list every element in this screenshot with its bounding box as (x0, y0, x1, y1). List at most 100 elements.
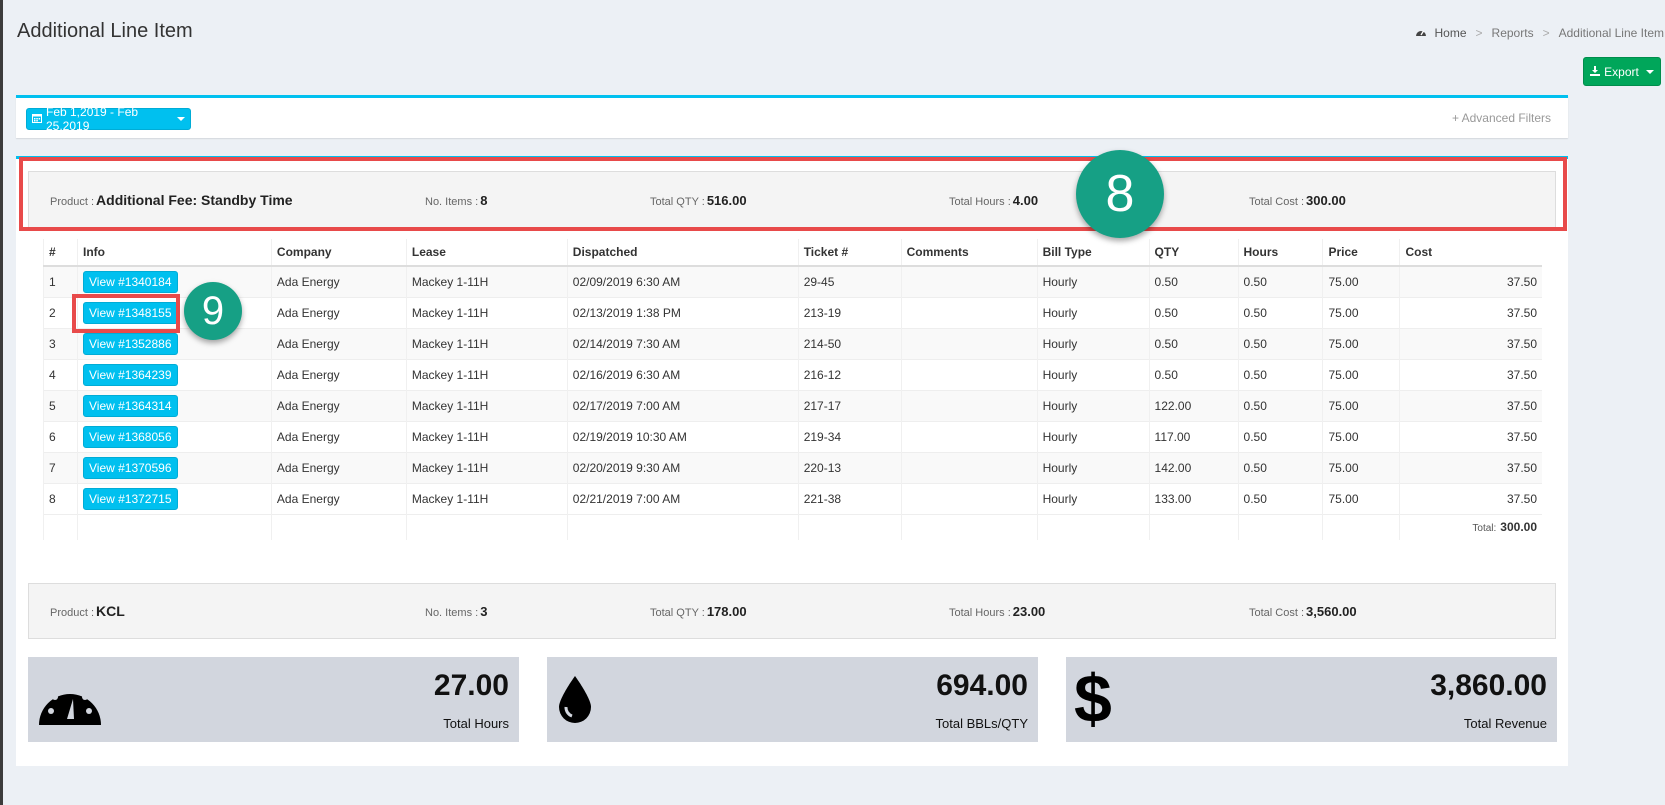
cell-lease: Mackey 1-11H (405, 482, 568, 514)
cell-info: View #1340184 (76, 265, 272, 297)
breadcrumb-reports[interactable]: Reports (1491, 26, 1534, 40)
cell-company: Ada Energy (270, 358, 407, 390)
col-header-ticket[interactable]: Ticket # (797, 239, 902, 267)
cell-company: Ada Energy (270, 420, 407, 452)
cell-comments (900, 296, 1038, 328)
col-header-company[interactable]: Company (270, 239, 407, 267)
stat-label: Total Hours (443, 716, 509, 731)
cell-n: 3 (43, 327, 78, 359)
col-header-qty[interactable]: QTY (1148, 239, 1239, 267)
cell-qty: 0.50 (1148, 265, 1239, 297)
cell-dispatched: 02/16/2019 6:30 AM (566, 358, 799, 390)
total-label: Total: (1472, 523, 1497, 535)
col-header-hours[interactable]: Hours (1237, 239, 1323, 267)
summary-qty: Total QTY : 516.00 (650, 193, 747, 208)
total-row-empty-cell (1036, 513, 1150, 540)
total-row-empty-cell (270, 513, 407, 540)
step-badge-8: 8 (1076, 150, 1164, 238)
total-row-empty-cell (1148, 513, 1239, 540)
view-ticket-button[interactable]: View #1364239 (82, 363, 178, 386)
view-ticket-button[interactable]: View #1368056 (82, 425, 178, 448)
view-ticket-button[interactable]: View #1372715 (82, 487, 178, 510)
cell-ticket: 217-17 (797, 389, 902, 421)
cell-cost: 37.50 (1399, 296, 1542, 328)
cell-qty: 133.00 (1148, 482, 1239, 514)
table-row: 7 View #1370596 Ada Energy Mackey 1-11H 02/2… (43, 451, 1542, 483)
cell-lease: Mackey 1-11H (405, 389, 568, 421)
col-header-dispatched[interactable]: Dispatched (566, 239, 799, 267)
cell-price: 75.00 (1322, 482, 1400, 514)
view-ticket-button[interactable]: View #1370596 (82, 456, 178, 479)
cell-n: 1 (43, 265, 78, 297)
hours-label: Total Hours : (949, 195, 1011, 208)
col-header-info[interactable]: Info (76, 239, 272, 267)
cell-dispatched: 02/14/2019 7:30 AM (566, 327, 799, 359)
col-header-comments[interactable]: Comments (900, 239, 1038, 267)
cell-comments (900, 389, 1038, 421)
download-icon (1590, 65, 1601, 79)
total-row-empty-cell (797, 513, 902, 540)
col-header-price[interactable]: Price (1322, 239, 1400, 267)
cell-n: 8 (43, 482, 78, 514)
cell-price: 75.00 (1322, 451, 1400, 483)
view-ticket-button[interactable]: View #1340184 (82, 270, 178, 293)
dashboard-icon (1415, 27, 1427, 40)
product-summary-standby: Product : Additional Fee: Standby Time N… (28, 171, 1556, 229)
date-range-button[interactable]: Feb 1,2019 - Feb 25,2019 (26, 105, 191, 133)
cell-company: Ada Energy (270, 327, 407, 359)
date-range-label: Feb 1,2019 - Feb 25,2019 (46, 105, 139, 133)
cell-info: View #1364239 (76, 358, 272, 390)
cell-info: View #1352886 (76, 327, 272, 359)
cell-hours: 0.50 (1237, 296, 1323, 328)
items-label: No. Items : (425, 606, 479, 619)
cell-company: Ada Energy (270, 265, 407, 297)
view-ticket-button[interactable]: View #1364314 (82, 394, 178, 417)
view-ticket-button[interactable]: View #1348155 (82, 301, 178, 324)
col-header-cost[interactable]: Cost (1399, 239, 1542, 267)
product-label: Product : (50, 607, 95, 619)
cell-comments (900, 451, 1038, 483)
cell-qty: 122.00 (1148, 389, 1239, 421)
stat-label: Total Revenue (1463, 716, 1547, 731)
advanced-filters-label: Advanced Filters (1461, 111, 1551, 125)
table-row: 3 View #1352886 Ada Energy Mackey 1-11H 02/1… (43, 327, 1542, 359)
cell-bill: Hourly (1036, 389, 1150, 421)
summary-product: Product : Additional Fee: Standby Time (50, 192, 293, 208)
cell-hours: 0.50 (1237, 265, 1323, 297)
export-button[interactable]: Export (1583, 57, 1661, 86)
summary-qty: Total QTY : 178.00 (650, 604, 747, 619)
stat-total-hours: 27.00 Total Hours (28, 657, 519, 742)
hours-value: 4.00 (1012, 192, 1039, 208)
col-header-bill-type[interactable]: Bill Type (1036, 239, 1150, 267)
summary-items: No. Items : 8 (425, 193, 487, 208)
col-header-number[interactable]: # (43, 239, 78, 267)
summary-cost: Total Cost : 300.00 (1249, 193, 1346, 208)
cell-company: Ada Energy (270, 482, 407, 514)
cell-cost: 37.50 (1399, 482, 1542, 514)
cell-price: 75.00 (1322, 265, 1400, 297)
cell-hours: 0.50 (1237, 358, 1323, 390)
cost-value: 300.00 (1306, 192, 1346, 208)
view-ticket-button[interactable]: View #1352886 (82, 332, 178, 355)
qty-value: 178.00 (706, 603, 747, 619)
cell-hours: 0.50 (1237, 420, 1323, 452)
cell-comments (900, 265, 1038, 297)
step-badge-9: 9 (184, 282, 242, 340)
product-name: Additional Fee: Standby Time (96, 192, 293, 208)
cell-company: Ada Energy (270, 451, 407, 483)
summary-product: Product : KCL (50, 603, 125, 619)
cell-cost: 37.50 (1399, 358, 1542, 390)
qty-label: Total QTY : (650, 195, 705, 208)
advanced-filters-link[interactable]: + Advanced Filters (1452, 111, 1551, 125)
cell-dispatched: 02/17/2019 7:00 AM (566, 389, 799, 421)
cell-info: View #1372715 (76, 482, 272, 514)
plus-icon: + (1451, 111, 1459, 125)
breadcrumb-home[interactable]: Home (1434, 26, 1467, 40)
cell-bill: Hourly (1036, 265, 1150, 297)
cell-dispatched: 02/20/2019 9:30 AM (566, 451, 799, 483)
total-row-empty-cell (43, 513, 78, 540)
cell-company: Ada Energy (270, 389, 407, 421)
summary-hours: Total Hours : 23.00 (949, 604, 1045, 619)
col-header-lease[interactable]: Lease (405, 239, 568, 267)
cell-cost: 37.50 (1399, 420, 1542, 452)
